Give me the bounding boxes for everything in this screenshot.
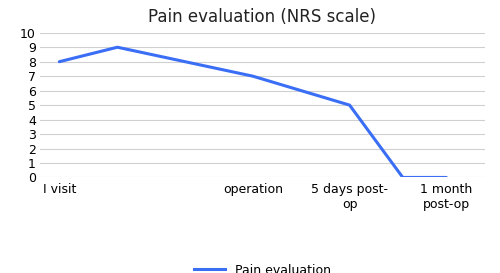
Pain evaluation <box>56 60 62 63</box>
Pain evaluation <box>444 176 450 179</box>
Pain evaluation <box>250 75 256 78</box>
Pain evaluation <box>400 176 406 179</box>
Legend: Pain evaluation: Pain evaluation <box>189 259 336 273</box>
Pain evaluation <box>114 46 120 49</box>
Line: Pain evaluation: Pain evaluation <box>60 47 446 177</box>
Title: Pain evaluation (NRS scale): Pain evaluation (NRS scale) <box>148 8 376 26</box>
Pain evaluation <box>346 103 352 107</box>
